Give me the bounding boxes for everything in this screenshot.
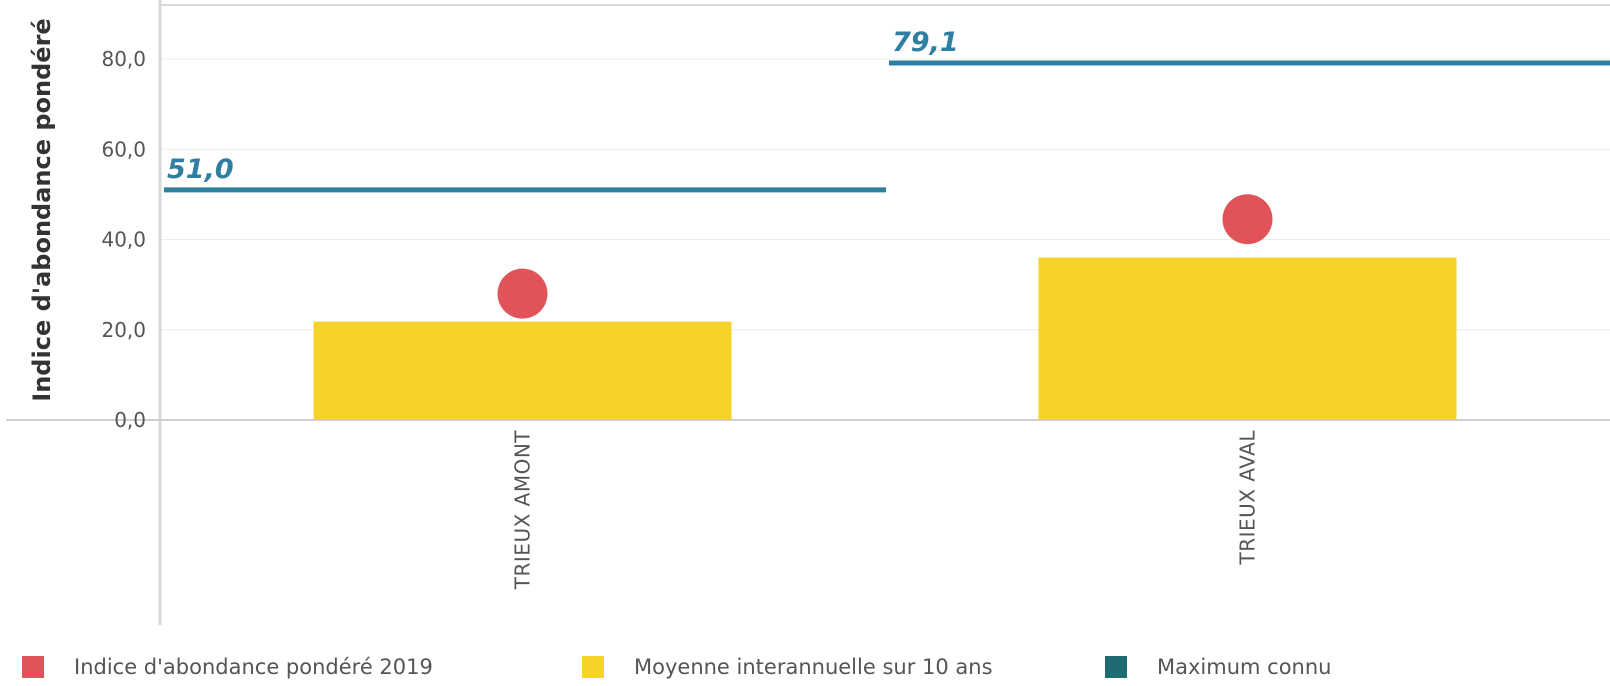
legend-swatch-red (22, 656, 44, 678)
y-tick-label: 0,0 (114, 408, 146, 432)
y-axis-title: Indice d'abondance pondéré (28, 18, 56, 401)
bar-moyenne (1038, 257, 1457, 420)
y-tick-label: 80,0 (101, 47, 146, 71)
legend-item-indice-2019[interactable]: Indice d'abondance pondéré 2019 (22, 652, 433, 682)
y-tick-label: 60,0 (101, 137, 146, 161)
legend-swatch-yellow (582, 656, 604, 678)
y-tick-label: 40,0 (101, 228, 146, 252)
legend-label: Indice d'abondance pondéré 2019 (74, 655, 433, 679)
bar-moyenne (313, 321, 732, 420)
max-value-label: 51,0 (167, 154, 234, 185)
max-value-label: 79,1 (892, 27, 959, 58)
point-indice-2019 (1222, 194, 1273, 245)
x-category-label: TRIEUX AVAL (1236, 430, 1260, 566)
legend-label: Moyenne interannuelle sur 10 ans (634, 655, 993, 679)
legend-item-moyenne[interactable]: Moyenne interannuelle sur 10 ans (582, 652, 993, 682)
max-lines (164, 60, 1610, 193)
bars (313, 257, 1457, 420)
points (497, 194, 1273, 319)
legend-swatch-teal (1105, 656, 1127, 678)
legend: Indice d'abondance pondéré 2019 Moyenne … (0, 652, 1610, 682)
legend-label: Maximum connu (1157, 655, 1332, 679)
y-tick-label: 20,0 (101, 318, 146, 342)
labels: 0,0 20,0 40,0 60,0 80,0 Indice d'abondance po… (28, 18, 1260, 590)
legend-item-maximum[interactable]: Maximum connu (1105, 652, 1331, 682)
x-category-label: TRIEUX AMONT (511, 430, 535, 590)
point-indice-2019 (497, 268, 548, 319)
